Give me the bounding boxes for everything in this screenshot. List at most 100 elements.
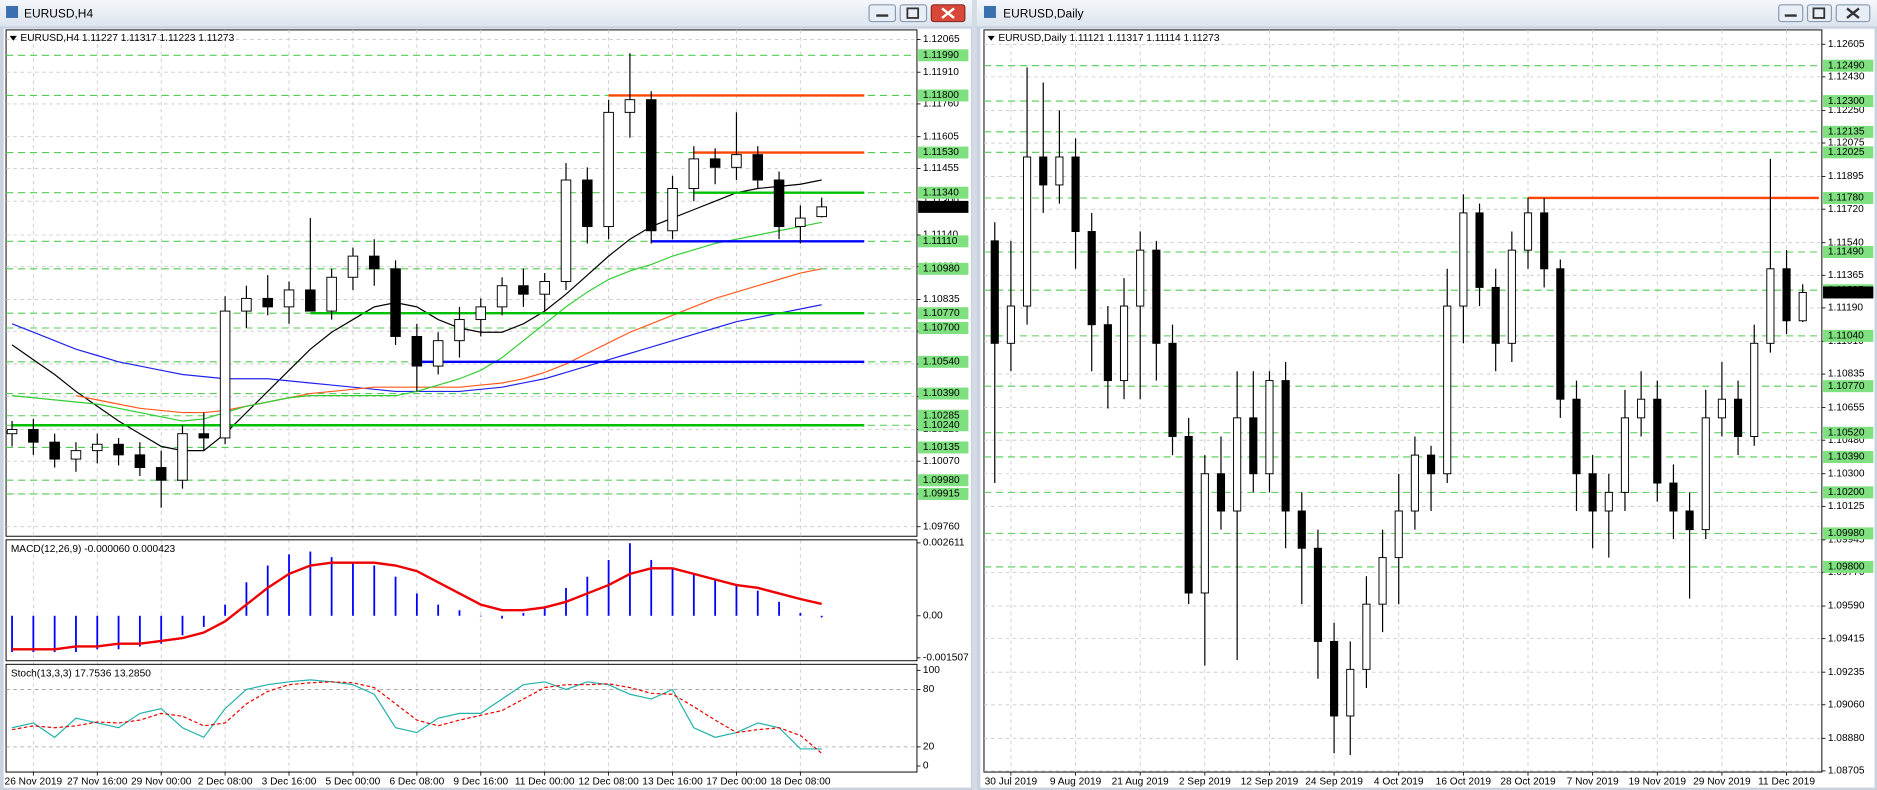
price-label: 1.09590 bbox=[1828, 601, 1865, 612]
level-label: 1.10200 bbox=[1828, 487, 1865, 498]
level-label: 1.10520 bbox=[1828, 427, 1865, 438]
macd-bar bbox=[522, 612, 525, 616]
price-label: 1.10655 bbox=[1828, 402, 1865, 413]
candle-body bbox=[241, 297, 252, 312]
time-label: 17 Dec 00:00 bbox=[706, 776, 767, 787]
level-label: 1.10285 bbox=[923, 410, 960, 421]
candle-body bbox=[1717, 398, 1726, 419]
plot-frame bbox=[5, 29, 918, 537]
candle-body bbox=[1119, 305, 1129, 382]
candle-body bbox=[1071, 156, 1080, 233]
candle-body bbox=[1443, 305, 1452, 475]
candle-body bbox=[6, 429, 18, 435]
level-label: 1.11040 bbox=[1828, 331, 1864, 342]
maximize-button[interactable] bbox=[1806, 4, 1833, 23]
restore-button[interactable] bbox=[899, 4, 928, 23]
time-label: 12 Dec 08:00 bbox=[578, 776, 639, 787]
time-label: 6 Dec 08:00 bbox=[389, 776, 444, 787]
candle-body bbox=[1330, 640, 1339, 717]
time-label: 2 Sep 2019 bbox=[1179, 776, 1231, 787]
candle-body bbox=[709, 158, 721, 168]
level-label: 1.11780 bbox=[1828, 193, 1864, 204]
price-label: 1.12065 bbox=[923, 34, 960, 45]
level-label: 1.11990 bbox=[923, 50, 959, 61]
macd-bar bbox=[309, 551, 312, 616]
candle-body bbox=[518, 285, 529, 295]
level-label-box bbox=[918, 49, 969, 62]
time-label: 3 Dec 16:00 bbox=[262, 776, 317, 787]
candle-body bbox=[1459, 212, 1468, 307]
candle-body bbox=[1006, 305, 1015, 344]
price-label: 1.11190 bbox=[1828, 303, 1864, 314]
level-label: 1.12025 bbox=[1828, 147, 1865, 158]
macd-bar bbox=[650, 559, 653, 616]
macd-bar bbox=[671, 568, 674, 616]
level-label-box bbox=[1823, 560, 1874, 573]
candle-body bbox=[198, 433, 210, 439]
macd-bar bbox=[394, 576, 397, 616]
candle-body bbox=[603, 111, 614, 228]
candle-body bbox=[1152, 249, 1161, 344]
time-label: 30 Jul 2019 bbox=[985, 776, 1038, 787]
minimize-button[interactable] bbox=[868, 4, 897, 23]
candle-body bbox=[1200, 473, 1209, 594]
candle-body bbox=[326, 276, 337, 312]
macd-bar bbox=[778, 601, 780, 616]
time-label: 11 Dec 00:00 bbox=[515, 776, 575, 787]
price-label: 1.11540 bbox=[1828, 237, 1864, 248]
level-label: 1.12490 bbox=[1828, 60, 1865, 71]
candle-body bbox=[1313, 547, 1323, 642]
level-label-box bbox=[1823, 329, 1874, 342]
level-label: 1.10135 bbox=[923, 442, 960, 453]
candle-body bbox=[1572, 398, 1581, 475]
close-icon bbox=[941, 7, 955, 19]
panel-tick-label: 80 bbox=[923, 684, 935, 695]
candle-body bbox=[1782, 268, 1791, 322]
candle-body bbox=[1265, 380, 1274, 475]
time-label: 21 Aug 2019 bbox=[1112, 776, 1169, 787]
level-label: 1.10700 bbox=[923, 323, 960, 334]
level-label-box bbox=[918, 355, 969, 368]
macd-bar bbox=[735, 585, 738, 616]
level-label-box bbox=[918, 262, 969, 275]
level-label: 1.09915 bbox=[923, 489, 960, 500]
title-bar[interactable] bbox=[976, 0, 1877, 27]
price-label: 1.11910 bbox=[923, 67, 959, 78]
time-label: 9 Aug 2019 bbox=[1050, 776, 1102, 787]
candle-body bbox=[1653, 398, 1662, 484]
panel-tick-label: 0 bbox=[923, 761, 929, 772]
time-label: 16 Oct 2019 bbox=[1436, 776, 1492, 787]
level-label-box bbox=[918, 387, 969, 400]
price-label: 1.09945 bbox=[1828, 535, 1865, 546]
candle-body bbox=[1233, 417, 1242, 512]
macd-bar bbox=[288, 554, 290, 616]
candle-body bbox=[645, 99, 657, 232]
panel-tick-label: 100 bbox=[923, 665, 940, 676]
level-label-box bbox=[1823, 95, 1874, 108]
minimize-button[interactable] bbox=[1778, 4, 1804, 23]
macd-bar bbox=[202, 615, 205, 627]
candle-body bbox=[795, 217, 806, 228]
window-daily: EURUSD,Daily bbox=[976, 0, 1877, 790]
price-label: 1.10480 bbox=[1828, 435, 1865, 446]
candle-body bbox=[475, 306, 487, 321]
candle-body bbox=[1523, 212, 1533, 251]
level-label: 1.09980 bbox=[1828, 528, 1865, 539]
title-bar[interactable] bbox=[0, 0, 973, 27]
macd-bar bbox=[352, 562, 354, 616]
price-label: 1.11895 bbox=[1828, 171, 1864, 182]
panel-tick-label: -0.001507 bbox=[923, 653, 969, 664]
candle-body bbox=[1297, 510, 1306, 549]
level-label: 1.10240 bbox=[923, 420, 960, 431]
price-label: 1.12075 bbox=[1828, 138, 1865, 149]
window-title: EURUSD,Daily bbox=[1003, 7, 1083, 21]
candle-body bbox=[1604, 491, 1613, 512]
candle-body bbox=[92, 443, 103, 452]
candle-body bbox=[70, 450, 82, 460]
panel-frame bbox=[5, 663, 918, 773]
candle-body bbox=[1701, 417, 1710, 531]
price-label: 1.10300 bbox=[1828, 468, 1865, 479]
candle-body bbox=[262, 297, 273, 308]
candle-body bbox=[283, 289, 295, 308]
candle-body bbox=[1039, 156, 1048, 186]
